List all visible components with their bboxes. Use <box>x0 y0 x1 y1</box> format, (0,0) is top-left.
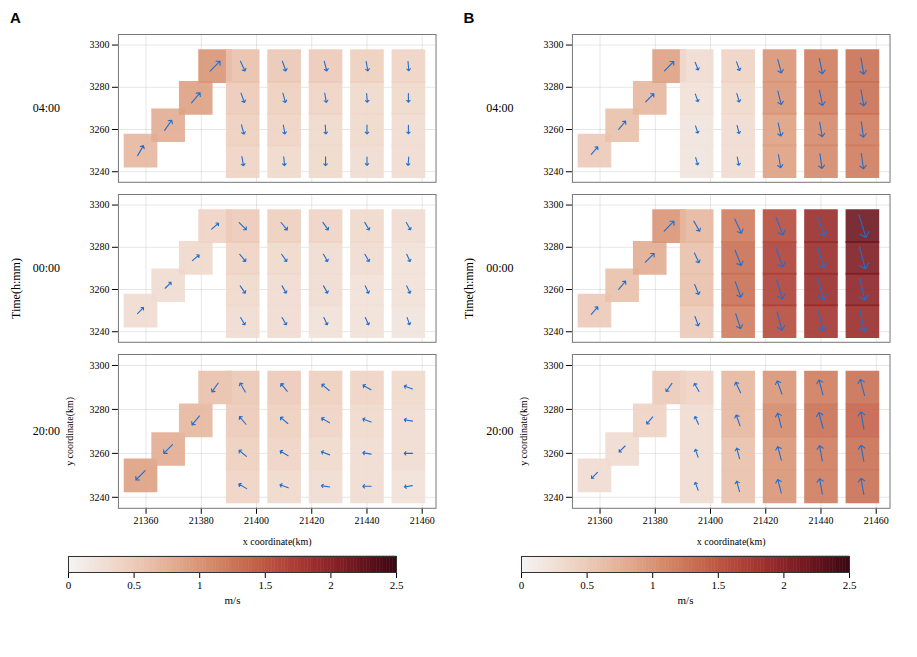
svg-text:3300: 3300 <box>90 39 110 50</box>
svg-text:21400: 21400 <box>244 515 269 526</box>
svg-text:y coordinate(km): y coordinate(km) <box>517 397 529 466</box>
svg-text:3280: 3280 <box>543 241 563 252</box>
svg-text:21440: 21440 <box>808 515 833 526</box>
html-text:04:00: 04:00 <box>32 100 60 115</box>
svg-text:21460: 21460 <box>863 515 888 526</box>
svg-text:1.5: 1.5 <box>258 579 272 591</box>
svg-text:21360: 21360 <box>134 515 159 526</box>
svg-text:21400: 21400 <box>698 515 723 526</box>
svg-text:21420: 21420 <box>753 515 778 526</box>
svg-text:3260: 3260 <box>543 284 563 295</box>
svg-text:3300: 3300 <box>543 199 563 210</box>
svg-text:21440: 21440 <box>355 515 380 526</box>
svg-text:3240: 3240 <box>90 491 110 502</box>
html-text:A: A <box>10 9 21 26</box>
svg-text:3260: 3260 <box>543 447 563 458</box>
svg-text:3280: 3280 <box>543 403 563 414</box>
html-text:00:00: 00:00 <box>486 260 514 275</box>
svg-text:2.5: 2.5 <box>843 579 857 591</box>
svg-text:3240: 3240 <box>543 166 563 177</box>
svg-text:3240: 3240 <box>543 491 563 502</box>
html-text:B: B <box>463 9 475 26</box>
html-text:00:00: 00:00 <box>32 260 60 275</box>
svg-text:3260: 3260 <box>90 284 110 295</box>
svg-text:3240: 3240 <box>90 166 110 177</box>
html-text:Time(h:mm): Time(h:mm) <box>8 257 23 319</box>
svg-text:m/s: m/s <box>224 594 240 606</box>
html-text:20:00: 20:00 <box>32 423 60 438</box>
svg-text:3280: 3280 <box>90 403 110 414</box>
svg-text:3240: 3240 <box>543 326 563 337</box>
svg-text:3260: 3260 <box>543 124 563 135</box>
svg-text:0: 0 <box>66 579 72 591</box>
svg-text:2: 2 <box>781 579 787 591</box>
svg-text:2: 2 <box>328 579 334 591</box>
svg-text:3280: 3280 <box>90 241 110 252</box>
svg-text:3300: 3300 <box>90 359 110 370</box>
svg-text:21360: 21360 <box>587 515 612 526</box>
svg-text:3240: 3240 <box>90 326 110 337</box>
svg-text:0.5: 0.5 <box>127 579 141 591</box>
svg-text:3260: 3260 <box>90 447 110 458</box>
svg-text:3280: 3280 <box>543 81 563 92</box>
html-text:04:00: 04:00 <box>486 100 514 115</box>
html-text:20:00: 20:00 <box>486 423 514 438</box>
svg-text:2.5: 2.5 <box>389 579 403 591</box>
svg-text:3300: 3300 <box>543 39 563 50</box>
svg-text:x coordinate(km): x coordinate(km) <box>696 536 765 547</box>
svg-text:3280: 3280 <box>90 81 110 92</box>
svg-text:21380: 21380 <box>642 515 667 526</box>
svg-text:3260: 3260 <box>90 124 110 135</box>
svg-text:1.5: 1.5 <box>712 579 726 591</box>
svg-text:21460: 21460 <box>410 515 435 526</box>
svg-text:21420: 21420 <box>299 515 324 526</box>
svg-text:1: 1 <box>650 579 656 591</box>
svg-text:3300: 3300 <box>90 199 110 210</box>
svg-text:1: 1 <box>197 579 203 591</box>
html-text:Time(h:mm): Time(h:mm) <box>462 257 476 319</box>
svg-text:3300: 3300 <box>543 359 563 370</box>
svg-text:21380: 21380 <box>189 515 214 526</box>
svg-text:0.5: 0.5 <box>580 579 594 591</box>
svg-text:x coordinate(km): x coordinate(km) <box>243 536 312 547</box>
svg-text:m/s: m/s <box>678 594 694 606</box>
svg-text:y coordinate(km): y coordinate(km) <box>64 397 76 466</box>
svg-text:0: 0 <box>519 579 525 591</box>
